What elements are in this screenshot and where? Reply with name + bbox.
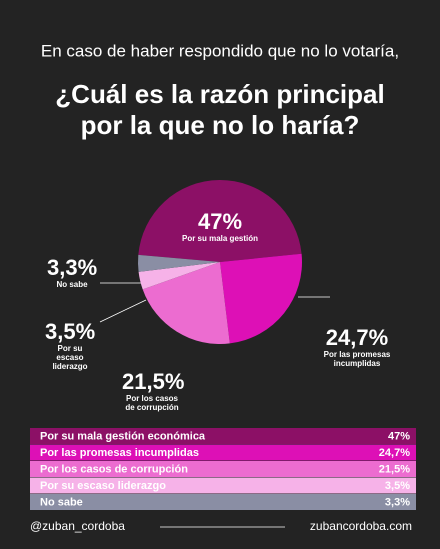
pie-slice bbox=[142, 262, 230, 344]
table-row bbox=[30, 428, 416, 444]
pie-slice bbox=[220, 253, 302, 344]
pie-slice bbox=[138, 180, 302, 262]
pie-slice bbox=[138, 262, 220, 290]
table-row bbox=[30, 477, 416, 494]
table-category: No sabe bbox=[40, 496, 83, 508]
slice-label: No sabe bbox=[56, 280, 88, 289]
table-value: 21,5% bbox=[379, 463, 410, 475]
data-label: 3,5% Por su escaso liderazgo bbox=[45, 319, 96, 372]
data-label: 47% Por su mala gestión bbox=[175, 209, 265, 244]
value-label: 3,3% bbox=[47, 255, 98, 280]
data-label: 3,3% No sabe bbox=[47, 255, 98, 290]
value-label: 47% bbox=[197, 209, 243, 234]
data-label: 21,5% Por los casos de corrupción bbox=[122, 369, 185, 413]
table-value: 24,7% bbox=[379, 447, 410, 459]
footer-site: zubancordoba.com bbox=[310, 519, 412, 533]
table-row bbox=[30, 444, 416, 461]
table-row bbox=[30, 494, 416, 510]
table-category: Por los casos de corrupción bbox=[40, 463, 188, 475]
slice-label: Por su mala gestión bbox=[181, 234, 259, 243]
value-label: 24,7% bbox=[325, 325, 389, 350]
footer-handle: @zuban_cordoba bbox=[30, 519, 125, 533]
table-category: Por las promesas incumplidas bbox=[40, 447, 199, 459]
table-row bbox=[30, 461, 416, 477]
leader-line bbox=[99, 299, 147, 323]
slice-label: Por las promesas incumplidas bbox=[323, 350, 391, 368]
slice-label: Por su escaso liderazgo bbox=[52, 344, 88, 371]
pie-slice bbox=[138, 254, 220, 272]
value-label: 3,5% bbox=[45, 319, 96, 344]
table-value: 47% bbox=[388, 430, 410, 442]
chart-title: ¿Cuál es la razón principal bbox=[55, 79, 384, 109]
subtitle: En caso de haber respondido que no lo vo… bbox=[41, 41, 399, 60]
data-label: 24,7% Por las promesas incumplidas bbox=[322, 325, 392, 369]
value-label: 21,5% bbox=[122, 369, 185, 394]
table-category: Por su escaso liderazgo bbox=[40, 480, 166, 492]
chart-title: por la que no lo haría? bbox=[81, 110, 360, 140]
table-category: Por su mala gestión económica bbox=[40, 430, 206, 442]
table-value: 3,3% bbox=[385, 496, 410, 508]
table-value: 3,5% bbox=[385, 480, 410, 492]
slice-label: Por los casos de corrupción bbox=[125, 394, 179, 412]
